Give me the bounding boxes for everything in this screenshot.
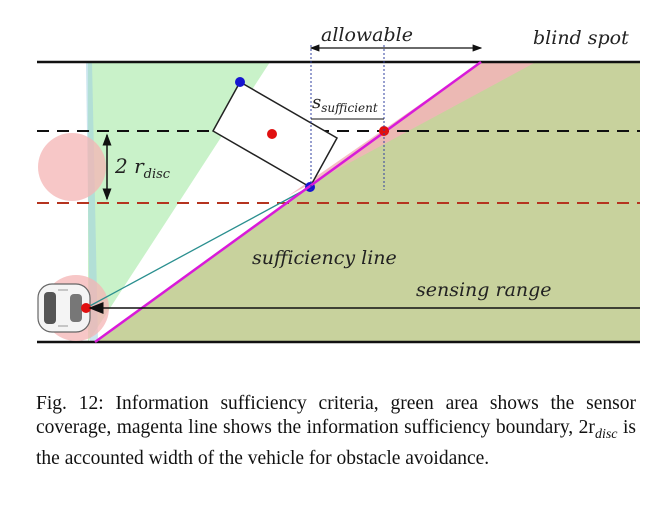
obstacle-center-point — [267, 129, 277, 139]
caption-text: Fig. 12: Information sufficiency criteri… — [36, 393, 636, 438]
sufficiency-line-label: sufficiency line — [252, 247, 397, 269]
caption-subscript: disc — [594, 426, 618, 442]
allowable-label: allowable — [321, 24, 413, 46]
information-sufficiency-diagram: 2 rdisc sensing range sufficiency line s… — [37, 24, 640, 344]
blind-spot-region — [288, 62, 536, 196]
obstacle-corner-point-top — [235, 77, 245, 87]
s-sufficient-label: ssufficient — [312, 92, 378, 115]
sensing-range-label: sensing range — [416, 279, 552, 301]
sensor-ray — [85, 186, 311, 309]
blind-spot-label: blind spot — [533, 27, 629, 49]
figure-caption: Fig. 12: Information sufficiency criteri… — [36, 392, 636, 471]
sufficiency-line — [94, 60, 482, 344]
disc-left-upper — [38, 133, 106, 201]
ego-point — [81, 303, 91, 313]
caption-text-end: is the accounted width of the vehicle fo… — [36, 417, 637, 469]
ego-vehicle-icon — [37, 283, 91, 333]
two-r-disc-label: 2 rdisc — [114, 154, 171, 182]
